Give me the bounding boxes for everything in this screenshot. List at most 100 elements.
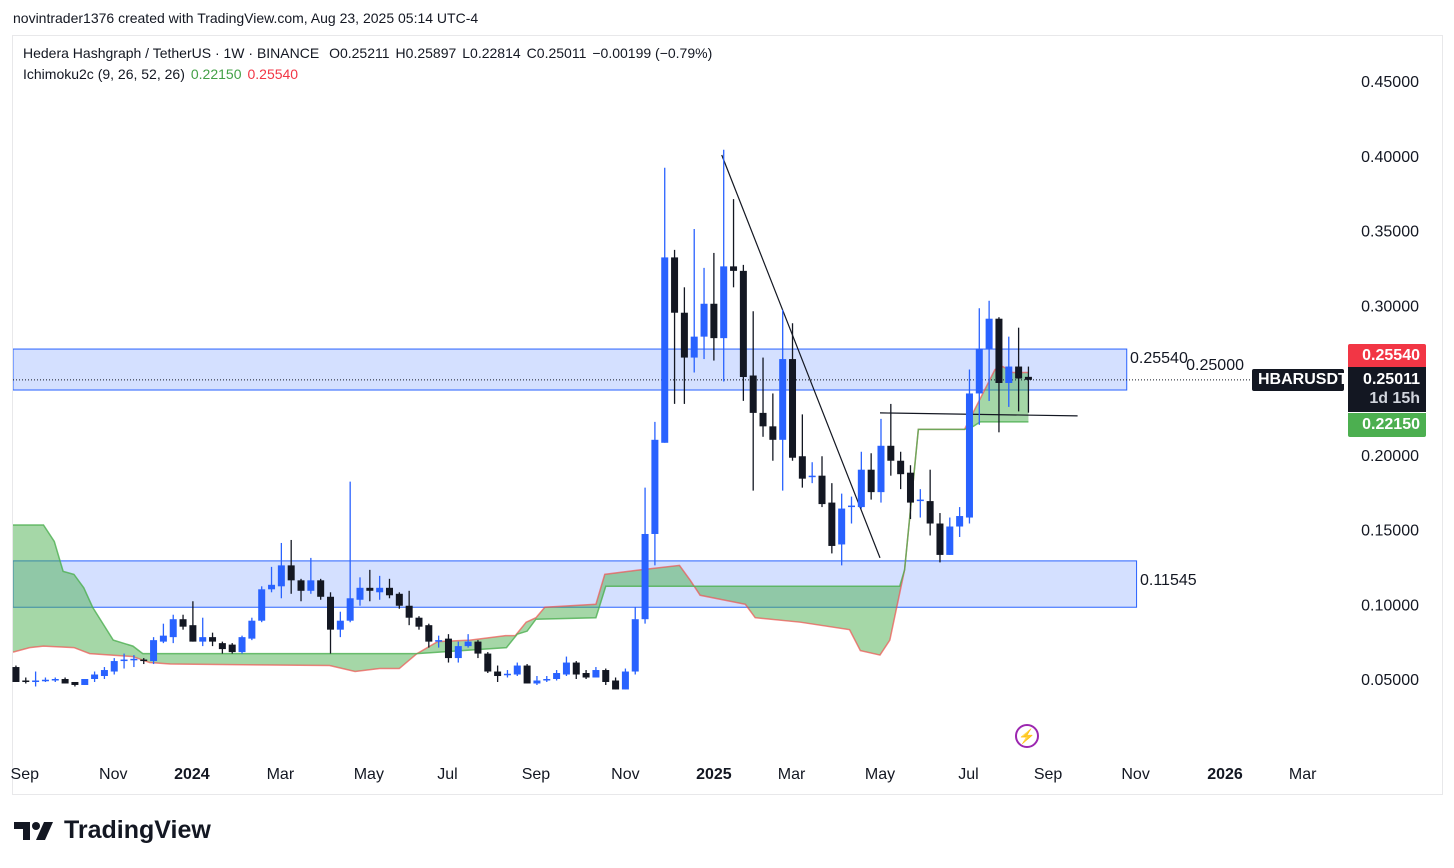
- candle: [12, 665, 20, 682]
- candle: [661, 167, 669, 443]
- candle: [336, 611, 344, 638]
- indicator-legend[interactable]: Ichimoku2c (9, 26, 52, 26) 0.22150 0.25540: [23, 66, 304, 82]
- candle-body: [209, 637, 217, 642]
- candle-body: [671, 257, 679, 313]
- candle-body: [759, 412, 767, 427]
- lower-zone-box: [13, 560, 1138, 608]
- candle-body: [710, 303, 718, 339]
- candle: [533, 676, 541, 685]
- price-tick-label: 0.35000: [1361, 224, 1419, 241]
- candle: [562, 656, 570, 677]
- candle: [209, 632, 217, 647]
- candle-body: [553, 673, 561, 679]
- candle-body: [503, 673, 511, 676]
- time-tick-label: Nov: [1121, 766, 1149, 783]
- time-tick-label: Sep: [522, 766, 551, 783]
- candle-body: [336, 620, 344, 630]
- candle: [32, 671, 40, 687]
- ohlc-low: L0.22814: [462, 45, 521, 61]
- candle: [631, 607, 639, 675]
- candle-body: [100, 670, 108, 677]
- candle: [730, 199, 738, 288]
- candle-body: [523, 665, 531, 684]
- bar-countdown: 1d 15h: [1369, 390, 1420, 407]
- candle: [100, 667, 108, 679]
- candle: [297, 578, 305, 602]
- candle-body: [71, 681, 79, 685]
- candle-body: [287, 565, 295, 581]
- candle: [847, 496, 855, 524]
- chart-frame[interactable]: [12, 35, 1443, 795]
- candle: [946, 517, 954, 555]
- candle: [808, 462, 816, 484]
- logo-text: TradingView: [64, 816, 211, 844]
- candle: [759, 357, 767, 437]
- candle: [22, 677, 30, 684]
- candle-body: [562, 662, 570, 675]
- candle: [877, 418, 885, 503]
- candle-body: [680, 312, 688, 358]
- candle-body: [946, 526, 954, 555]
- candle-body: [454, 646, 462, 659]
- candle: [710, 252, 718, 361]
- candle-body: [415, 617, 423, 627]
- candle: [838, 493, 846, 566]
- candle: [130, 655, 138, 668]
- candle: [454, 641, 462, 663]
- time-tick-label: May: [865, 766, 895, 783]
- symbol-legend[interactable]: Hedera Hashgraph / TetherUS · 1W · BINAN…: [23, 45, 718, 61]
- candle-body: [199, 637, 207, 642]
- candle: [553, 670, 561, 681]
- candle-body: [926, 501, 934, 524]
- candle: [906, 465, 914, 520]
- upper-zone-label: 0.25540: [1130, 350, 1188, 367]
- candle-body: [218, 643, 226, 650]
- price-tick-label: 0.20000: [1361, 448, 1419, 465]
- time-tick-label: Nov: [99, 766, 127, 783]
- candle: [985, 300, 993, 401]
- candle-body: [150, 640, 158, 662]
- time-tick-label: 2024: [174, 766, 210, 783]
- tradingview-logo-icon: [14, 821, 53, 840]
- candle: [405, 590, 413, 626]
- candle-body: [346, 598, 354, 621]
- candle-body: [91, 674, 99, 679]
- candle-body: [572, 662, 580, 675]
- candle: [238, 635, 246, 654]
- candle: [749, 311, 757, 491]
- symbol-tag: HBARUSDT: [1252, 369, 1348, 391]
- time-axis: Sep Nov 2024 Mar May Jul Sep Nov 2025 Mar May Jul Se…: [11, 766, 1318, 783]
- price-tick-label: 0.10000: [1361, 597, 1419, 614]
- candle: [867, 453, 875, 500]
- candle: [690, 229, 698, 373]
- candle-body: [956, 516, 964, 527]
- candle-body: [661, 257, 669, 443]
- time-tick-label: Mar: [1289, 766, 1317, 783]
- candle-body: [700, 303, 708, 337]
- price-tick-label: 0.05000: [1361, 672, 1419, 689]
- candle: [484, 652, 492, 674]
- candle-body: [464, 641, 472, 647]
- tradingview-logo[interactable]: TradingView: [14, 816, 211, 845]
- candle: [41, 677, 49, 682]
- candle-body: [258, 589, 266, 621]
- candle: [395, 592, 403, 609]
- candle-body: [376, 587, 384, 593]
- candle-body: [61, 679, 69, 684]
- candle-body: [425, 625, 433, 642]
- lightning-icon[interactable]: ⚡: [1015, 724, 1039, 748]
- candle: [248, 617, 256, 641]
- indicator-value-red: 0.25540: [247, 66, 299, 82]
- candle-body: [248, 620, 256, 639]
- candle-body: [621, 671, 629, 690]
- last-price-tag: 0.25011 1d 15h: [1348, 367, 1426, 412]
- candle: [268, 566, 276, 593]
- lower-zone-label: 0.11545: [1140, 572, 1197, 589]
- candle-body: [435, 640, 443, 642]
- candle: [975, 308, 983, 425]
- ohlc-change: −0.00199 (−0.79%): [592, 45, 713, 61]
- candle-body: [120, 659, 128, 662]
- candle-body: [12, 667, 20, 682]
- candle: [995, 317, 1003, 433]
